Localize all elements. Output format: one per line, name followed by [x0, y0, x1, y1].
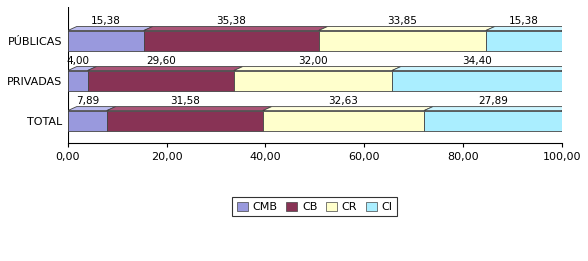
Text: 15,38: 15,38 [91, 16, 121, 26]
Polygon shape [68, 27, 153, 31]
Bar [392, 70, 562, 91]
Polygon shape [562, 27, 570, 51]
Bar [68, 31, 143, 51]
Text: 4,00: 4,00 [66, 56, 89, 66]
Text: 29,60: 29,60 [146, 56, 175, 66]
Legend: CMB, CB, CR, CI: CMB, CB, CR, CI [232, 197, 397, 216]
Bar [68, 70, 88, 91]
Text: 31,58: 31,58 [170, 96, 200, 106]
Polygon shape [107, 107, 272, 111]
Polygon shape [263, 107, 433, 111]
Polygon shape [88, 67, 243, 70]
Bar [107, 111, 263, 132]
Polygon shape [68, 67, 96, 70]
Text: 32,63: 32,63 [329, 96, 358, 106]
Text: 33,85: 33,85 [387, 16, 417, 26]
Text: 7,89: 7,89 [76, 96, 99, 106]
Bar [486, 31, 562, 51]
Polygon shape [562, 107, 570, 132]
Bar [68, 111, 107, 132]
Text: 34,40: 34,40 [462, 56, 492, 66]
Polygon shape [68, 107, 116, 111]
Text: 15,38: 15,38 [509, 16, 539, 26]
Bar [263, 111, 424, 132]
Polygon shape [143, 27, 328, 31]
Bar [143, 31, 319, 51]
Bar [424, 111, 562, 132]
Polygon shape [562, 67, 571, 91]
Bar [88, 70, 234, 91]
Text: 32,00: 32,00 [298, 56, 328, 66]
Polygon shape [486, 27, 570, 31]
Bar [234, 70, 392, 91]
Polygon shape [234, 67, 401, 70]
Polygon shape [392, 67, 571, 70]
Text: 27,89: 27,89 [478, 96, 508, 106]
Bar [319, 31, 486, 51]
Text: 35,38: 35,38 [216, 16, 246, 26]
Polygon shape [319, 27, 495, 31]
Polygon shape [424, 107, 570, 111]
